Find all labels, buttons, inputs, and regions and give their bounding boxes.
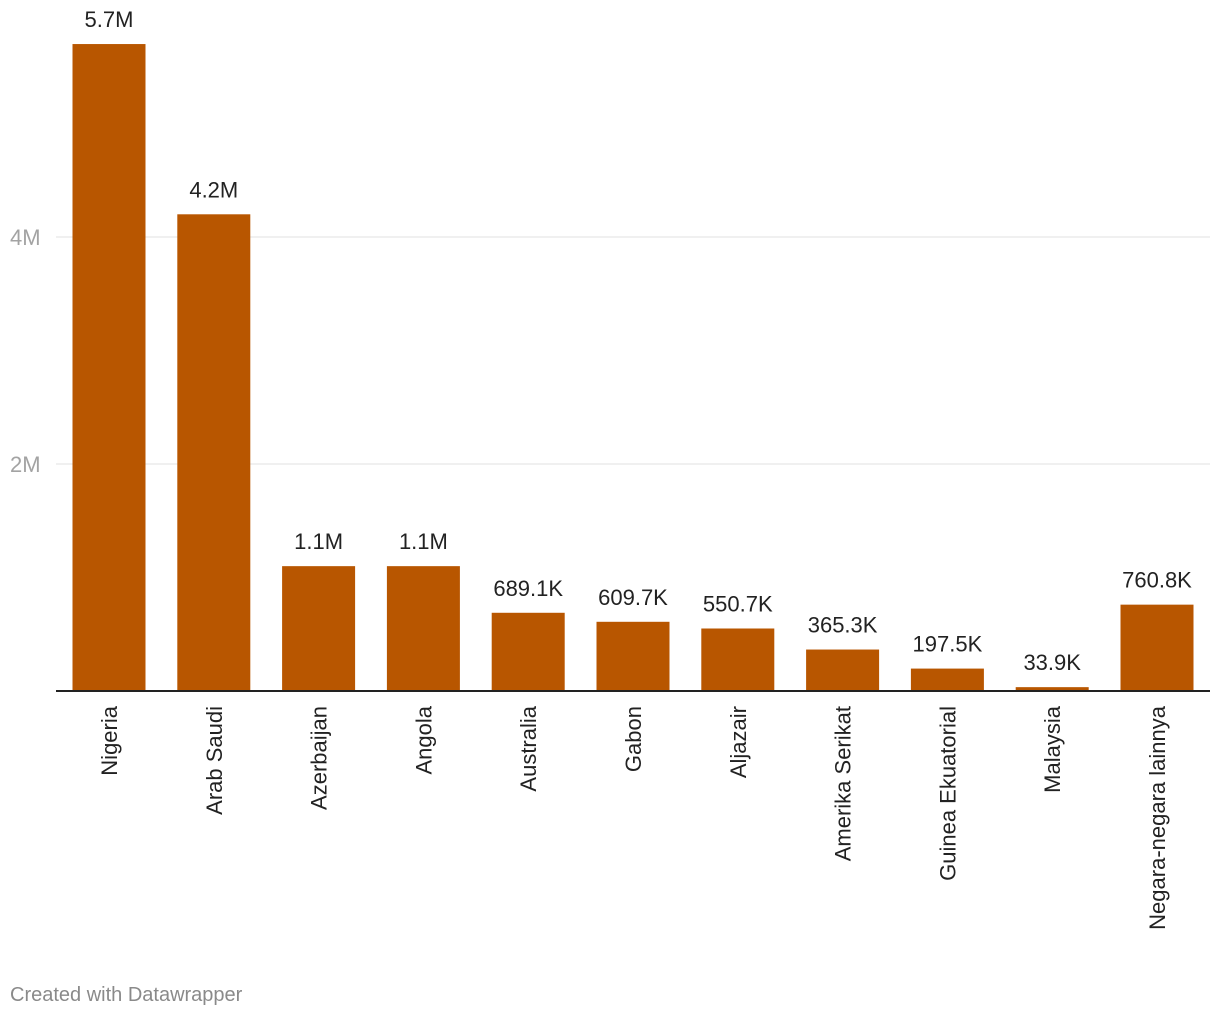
value-label-guinea-ekuatorial: 197.5K <box>913 632 983 657</box>
value-label-angola: 1.1M <box>399 529 448 554</box>
footer-credit: Created with Datawrapper <box>10 984 243 1006</box>
bar-aljazair <box>701 628 775 691</box>
category-label-angola: Angola <box>411 705 436 774</box>
value-label-gabon: 609.7K <box>598 585 668 610</box>
category-label-aljazair: Aljazair <box>726 706 751 778</box>
bar-malaysia <box>1015 687 1089 691</box>
bar-negara-negara-lainnya <box>1120 604 1194 691</box>
y-tick-label-4m: 4M <box>10 225 41 250</box>
bar-australia <box>491 612 565 691</box>
category-labels: Nigeria Arab Saudi Azerbaijan Angola Austral… <box>97 705 1170 930</box>
bar-angola <box>386 566 460 691</box>
category-label-azerbaijan: Azerbaijan <box>307 706 332 810</box>
bar-nigeria <box>72 44 146 692</box>
category-label-malaysia: Malaysia <box>1040 705 1065 793</box>
bar-gabon <box>596 621 670 691</box>
bar-amerika-serikat <box>806 649 880 691</box>
category-label-negara-negara-lainnya: Negara-negara lainnya <box>1145 705 1170 930</box>
value-label-aljazair: 550.7K <box>703 591 773 616</box>
value-label-negara-negara-lainnya: 760.8K <box>1122 568 1192 593</box>
category-label-amerika-serikat: Amerika Serikat <box>831 706 856 861</box>
value-labels: 5.7M 4.2M 1.1M 1.1M 689.1K 609.7K 550.7K 365.3K… <box>85 7 1193 675</box>
category-label-gabon: Gabon <box>621 706 646 772</box>
bar-arab-saudi <box>177 214 251 692</box>
value-label-arab-saudi: 4.2M <box>189 177 238 202</box>
bars <box>72 44 1194 692</box>
category-label-arab-saudi: Arab Saudi <box>202 706 227 815</box>
bar-azerbaijan <box>282 566 356 691</box>
value-label-australia: 689.1K <box>493 576 563 601</box>
y-tick-label-2m: 2M <box>10 452 41 477</box>
category-label-guinea-ekuatorial: Guinea Ekuatorial <box>935 706 960 881</box>
value-label-nigeria: 5.7M <box>85 7 134 32</box>
category-label-nigeria: Nigeria <box>97 705 122 775</box>
value-label-malaysia: 33.9K <box>1023 650 1081 675</box>
bar-guinea-ekuatorial <box>910 668 984 691</box>
value-label-amerika-serikat: 365.3K <box>808 613 878 638</box>
category-label-australia: Australia <box>516 705 541 791</box>
value-label-azerbaijan: 1.1M <box>294 529 343 554</box>
